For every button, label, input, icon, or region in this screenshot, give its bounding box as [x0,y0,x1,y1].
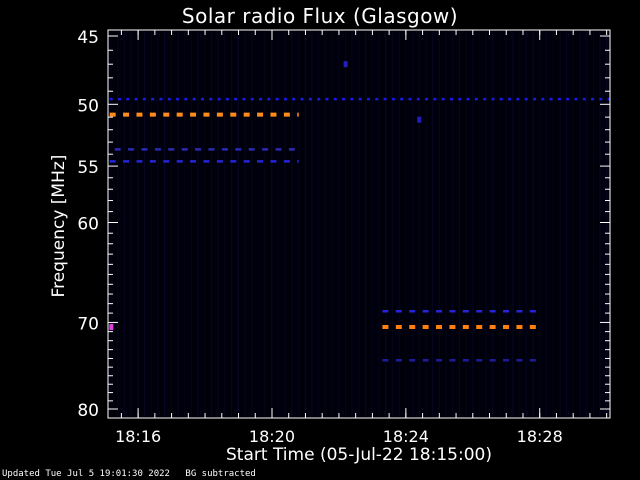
y-tick-label: 55 [77,158,99,178]
time-stripes [110,32,608,416]
y-tick-label: 60 [77,215,99,235]
y-tick-label: 80 [77,401,99,421]
axes: 18:16 18:20 18:24 18:28 45 50 55 60 70 80 [77,28,611,446]
y-tick-label: 50 [77,96,99,116]
chart-title: Solar radio Flux (Glasgow) [181,4,459,28]
updated-timestamp: Updated Tue Jul 5 19:01:30 2022 [2,469,170,479]
emission-features [109,61,610,362]
y-tick-label: 45 [77,28,99,48]
x-axis-label: Start Time (05-Jul-22 18:15:00) [226,445,492,465]
x-tick-label: 18:28 [517,427,563,446]
bg-note: BG subtracted [185,469,256,479]
x-tick-label: 18:24 [383,427,429,446]
emission-spot [417,116,422,123]
emission-spot [343,61,348,68]
plot-area [108,30,610,418]
plot-frame [107,29,611,419]
y-tick-label: 70 [77,314,99,334]
emission-spot [109,324,114,331]
x-tick-label: 18:20 [249,427,295,446]
y-axis-label: Frequency [MHz] [49,154,69,298]
x-tick-label: 18:16 [115,427,161,446]
footer-status: Updated Tue Jul 5 19:01:30 2022 BG subtr… [2,469,266,479]
